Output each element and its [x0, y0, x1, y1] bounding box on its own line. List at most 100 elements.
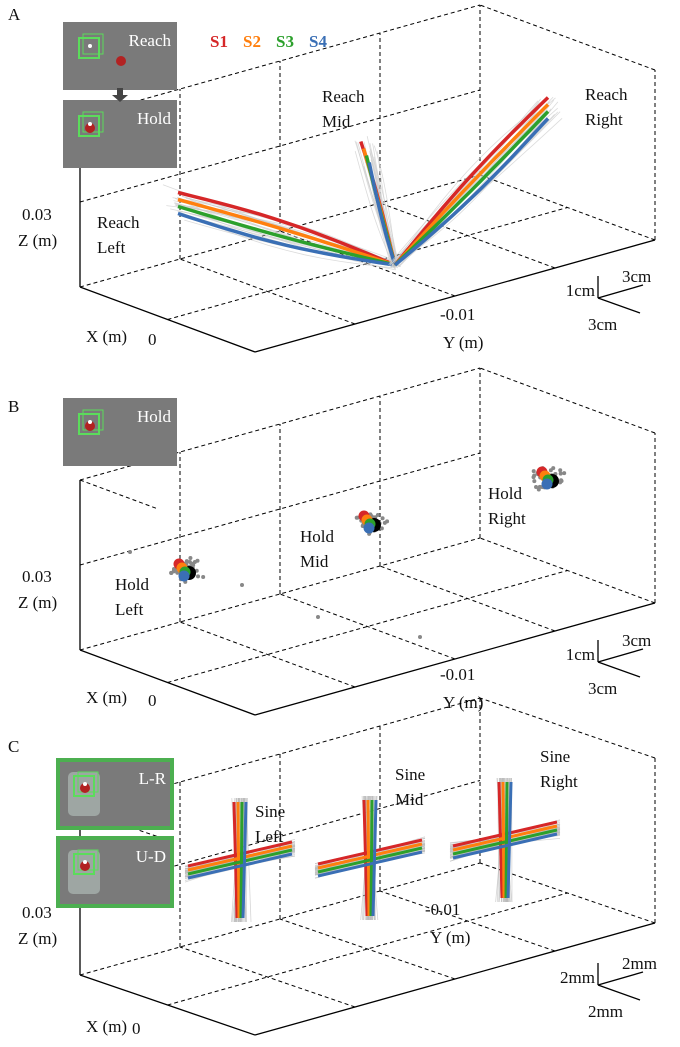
hold-mean — [542, 479, 553, 490]
annotation: Right — [488, 509, 526, 528]
hold-sample — [201, 575, 205, 579]
annotation: Mid — [322, 112, 351, 131]
grid-line — [480, 5, 655, 70]
scale-bar — [598, 985, 640, 1000]
inset-arrow-shaft — [117, 88, 123, 96]
annotation: Left — [97, 238, 126, 257]
hold-sample — [316, 615, 320, 619]
axis-text: -0.01 — [440, 665, 475, 684]
trace-mean — [178, 200, 395, 266]
hold-sample — [381, 516, 385, 520]
panel-label: B — [8, 397, 19, 416]
axis-text: 0 — [148, 330, 157, 349]
grid-line — [180, 259, 355, 324]
axis-text: 0 — [132, 1019, 141, 1038]
trace-mean — [241, 802, 242, 918]
scale-label: 2mm — [588, 1002, 623, 1021]
grid-line — [180, 622, 355, 687]
scale-bar — [598, 649, 643, 662]
scale-label: 3cm — [588, 679, 617, 698]
annotation: Sine — [395, 765, 425, 784]
annotation: Right — [540, 772, 578, 791]
scale-label: 1cm — [566, 281, 595, 300]
axis-text: Y (m) — [430, 928, 470, 947]
inset-label: Hold — [137, 109, 172, 128]
trace-mean — [395, 112, 548, 266]
annotation: Sine — [540, 747, 570, 766]
hold-sample — [562, 471, 566, 475]
inset-cursor — [88, 44, 92, 48]
inset-label: U-D — [136, 847, 166, 866]
hold-sample — [128, 550, 132, 554]
annotation: Hold — [300, 527, 335, 546]
inset-cursor — [83, 860, 87, 864]
hold-sample — [558, 468, 562, 472]
hold-mean — [179, 571, 190, 582]
scale-label: 1cm — [566, 645, 595, 664]
panel-label: A — [8, 5, 21, 24]
axis-text: Z (m) — [18, 593, 57, 612]
axis-text: X (m) — [86, 688, 127, 707]
inset-cursor-box — [68, 772, 100, 816]
hold-sample — [532, 479, 536, 483]
figure: A Reach Hold Reach Left Reach Mid Reach Right 0.0… — [0, 0, 680, 1047]
hold-sample — [240, 583, 244, 587]
axis-text: Z (m) — [18, 231, 57, 250]
axis-text: Y (m) — [443, 333, 483, 352]
annotation: Left — [115, 600, 144, 619]
annotation: Mid — [300, 552, 329, 571]
scale-label: 2mm — [560, 968, 595, 987]
axis-text: 0.03 — [22, 903, 52, 922]
panel-label: C — [8, 737, 19, 756]
trace-trial — [370, 153, 397, 264]
legend-entry: S2 — [243, 32, 261, 51]
grid-line — [80, 480, 159, 509]
grid-line — [480, 368, 655, 433]
hold-sample — [537, 488, 541, 492]
inset-label: Reach — [129, 31, 172, 50]
hold-mean — [364, 523, 375, 534]
scale-label: 3cm — [622, 631, 651, 650]
scale-label: 3cm — [588, 315, 617, 334]
axis-text: X (m) — [86, 327, 127, 346]
axis-text: 0.03 — [22, 567, 52, 586]
trace-mean — [506, 782, 507, 898]
inset-cursor-box — [68, 850, 100, 894]
annotation: Reach — [585, 85, 628, 104]
grid-line — [280, 919, 455, 979]
trace-mean — [503, 782, 504, 898]
annotation: Reach — [97, 213, 140, 232]
hold-sample — [559, 478, 563, 482]
hold-sample — [190, 562, 194, 566]
axis-text: -0.01 — [425, 900, 460, 919]
annotation: Mid — [395, 790, 424, 809]
axis-text: 0 — [148, 691, 157, 710]
legend-entry: S3 — [276, 32, 294, 51]
hold-sample — [532, 469, 536, 473]
scale-bar — [598, 285, 643, 298]
hold-sample — [532, 475, 536, 479]
axis-text: 0.03 — [22, 205, 52, 224]
axis-text: Z (m) — [18, 929, 57, 948]
annotation: Reach — [322, 87, 365, 106]
axis-text: X (m) — [86, 1017, 127, 1036]
hold-sample — [196, 574, 200, 578]
inset-target — [116, 56, 126, 66]
grid-line — [280, 594, 455, 659]
grid-line — [180, 947, 355, 1007]
trace-mean — [238, 802, 239, 918]
scale-bar — [598, 298, 640, 313]
hold-sample — [169, 571, 173, 575]
legend-entry: S4 — [309, 32, 327, 51]
scale-label: 3cm — [622, 267, 651, 286]
hold-sample — [549, 468, 553, 472]
inset-cursor — [88, 420, 92, 424]
scale-label: 2mm — [622, 954, 657, 973]
scale-bar — [598, 662, 640, 677]
scale-bar — [598, 972, 643, 985]
annotation: Hold — [115, 575, 150, 594]
inset-label: L-R — [139, 769, 167, 788]
inset-label: Hold — [137, 407, 172, 426]
hold-sample — [196, 559, 200, 563]
trace-mean — [371, 800, 372, 916]
